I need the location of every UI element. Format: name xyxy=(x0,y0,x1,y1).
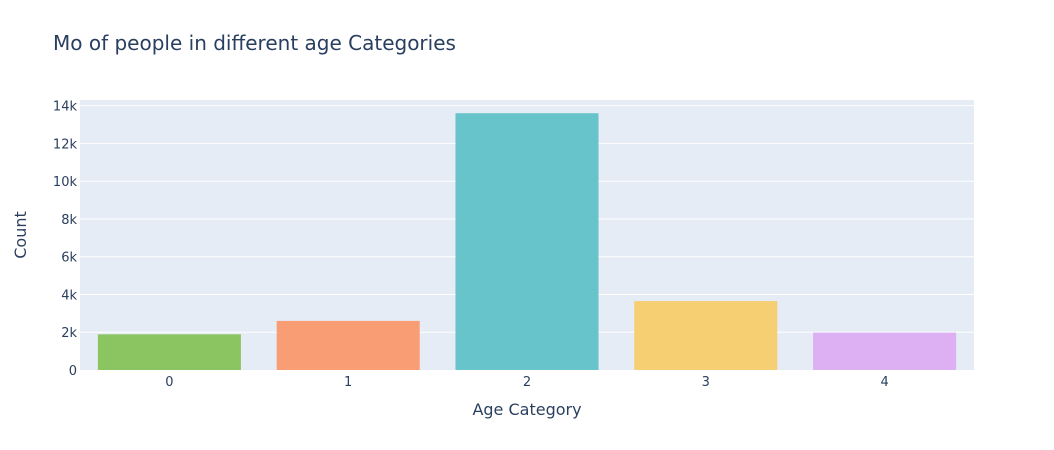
x-tick-label: 2 xyxy=(523,375,531,390)
bar-category-2[interactable] xyxy=(455,113,599,370)
y-axis-title: Count xyxy=(11,211,30,259)
bar-category-3[interactable] xyxy=(634,301,778,370)
x-axis-ticks: 0 1 2 3 4 xyxy=(165,375,888,390)
x-axis-title: Age Category xyxy=(472,400,581,419)
y-axis-ticks: 0 2k 4k 6k 8k 10k 12k 14k xyxy=(53,100,78,379)
y-tick-label: 14k xyxy=(53,100,78,115)
y-tick-label: 0 xyxy=(69,364,77,379)
y-tick-label: 12k xyxy=(53,137,78,152)
x-tick-label: 0 xyxy=(165,375,173,390)
y-tick-label: 8k xyxy=(61,213,77,228)
x-tick-label: 4 xyxy=(880,375,888,390)
bar-category-0[interactable] xyxy=(97,334,241,370)
y-tick-label: 6k xyxy=(61,251,77,266)
bar-category-1[interactable] xyxy=(276,320,420,370)
y-tick-label: 10k xyxy=(53,175,78,190)
bar-category-4[interactable] xyxy=(813,332,957,370)
x-tick-label: 1 xyxy=(344,375,352,390)
bars xyxy=(97,113,957,370)
x-tick-label: 3 xyxy=(702,375,710,390)
y-tick-label: 2k xyxy=(61,326,77,341)
y-tick-label: 4k xyxy=(61,288,77,303)
chart-title: Mo of people in different age Categories xyxy=(53,31,456,55)
